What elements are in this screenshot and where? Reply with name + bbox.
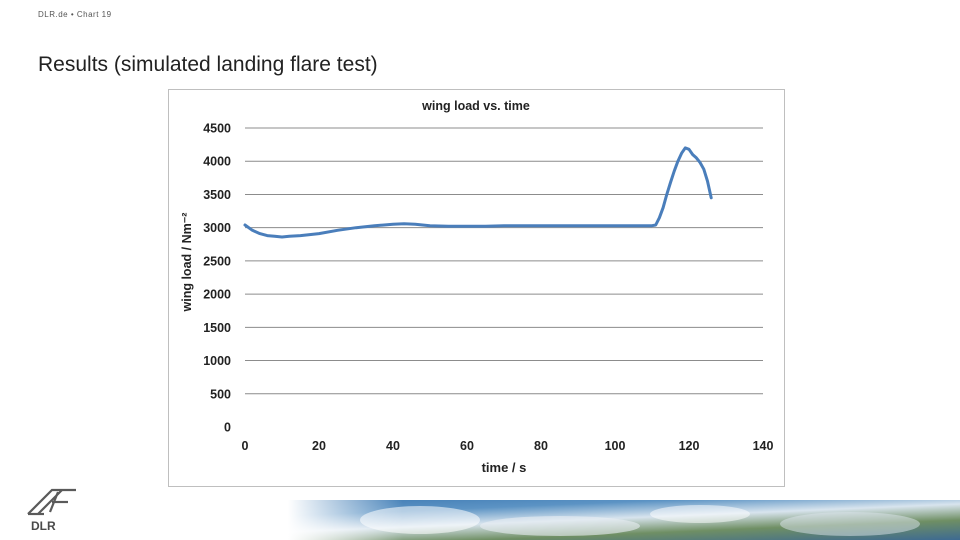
- chart-title: wing load vs. time: [421, 99, 530, 113]
- footer-earth-banner: [0, 500, 960, 540]
- y-axis-label: wing load / Nm⁻²: [180, 213, 194, 313]
- y-tick-label: 0: [224, 421, 231, 435]
- y-tick-labels: 0 500 1000 1500 2000 2500 3000 3500 4000 4500: [203, 122, 231, 435]
- x-tick-label: 60: [460, 439, 474, 453]
- grid-lines: [245, 127, 763, 395]
- y-tick-label: 1500: [203, 321, 231, 335]
- x-tick-label: 20: [312, 439, 326, 453]
- x-tick-label: 0: [242, 439, 249, 453]
- x-tick-label: 120: [679, 439, 700, 453]
- x-tick-label: 40: [386, 439, 400, 453]
- slide-title: Results (simulated landing flare test): [38, 53, 378, 76]
- dlr-logo-icon: [24, 486, 84, 538]
- y-tick-label: 2000: [203, 288, 231, 302]
- x-tick-label: 80: [534, 439, 548, 453]
- series-layer: [243, 146, 713, 239]
- x-tick-labels: 0 20 40 60 80 100 120 140: [242, 439, 774, 453]
- y-tick-label: 4000: [203, 155, 231, 169]
- y-tick-label: 3500: [203, 188, 231, 202]
- dlr-logo-text: DLR: [31, 519, 56, 533]
- x-tick-label: 100: [605, 439, 626, 453]
- x-axis-label: time / s: [482, 460, 527, 475]
- y-tick-label: 3000: [203, 221, 231, 235]
- y-tick-label: 4500: [203, 122, 231, 136]
- line-chart: wing load vs. time time / s wing load / …: [180, 99, 774, 475]
- y-tick-label: 500: [210, 387, 231, 401]
- earth-image: [0, 500, 960, 540]
- series-line-0: [243, 146, 713, 239]
- chart-frame: wing load vs. time time / s wing load / …: [168, 89, 785, 487]
- y-tick-label: 1000: [203, 354, 231, 368]
- slide-meta: DLR.de • Chart 19: [38, 10, 112, 19]
- x-tick-label: 140: [753, 439, 774, 453]
- y-tick-label: 2500: [203, 254, 231, 268]
